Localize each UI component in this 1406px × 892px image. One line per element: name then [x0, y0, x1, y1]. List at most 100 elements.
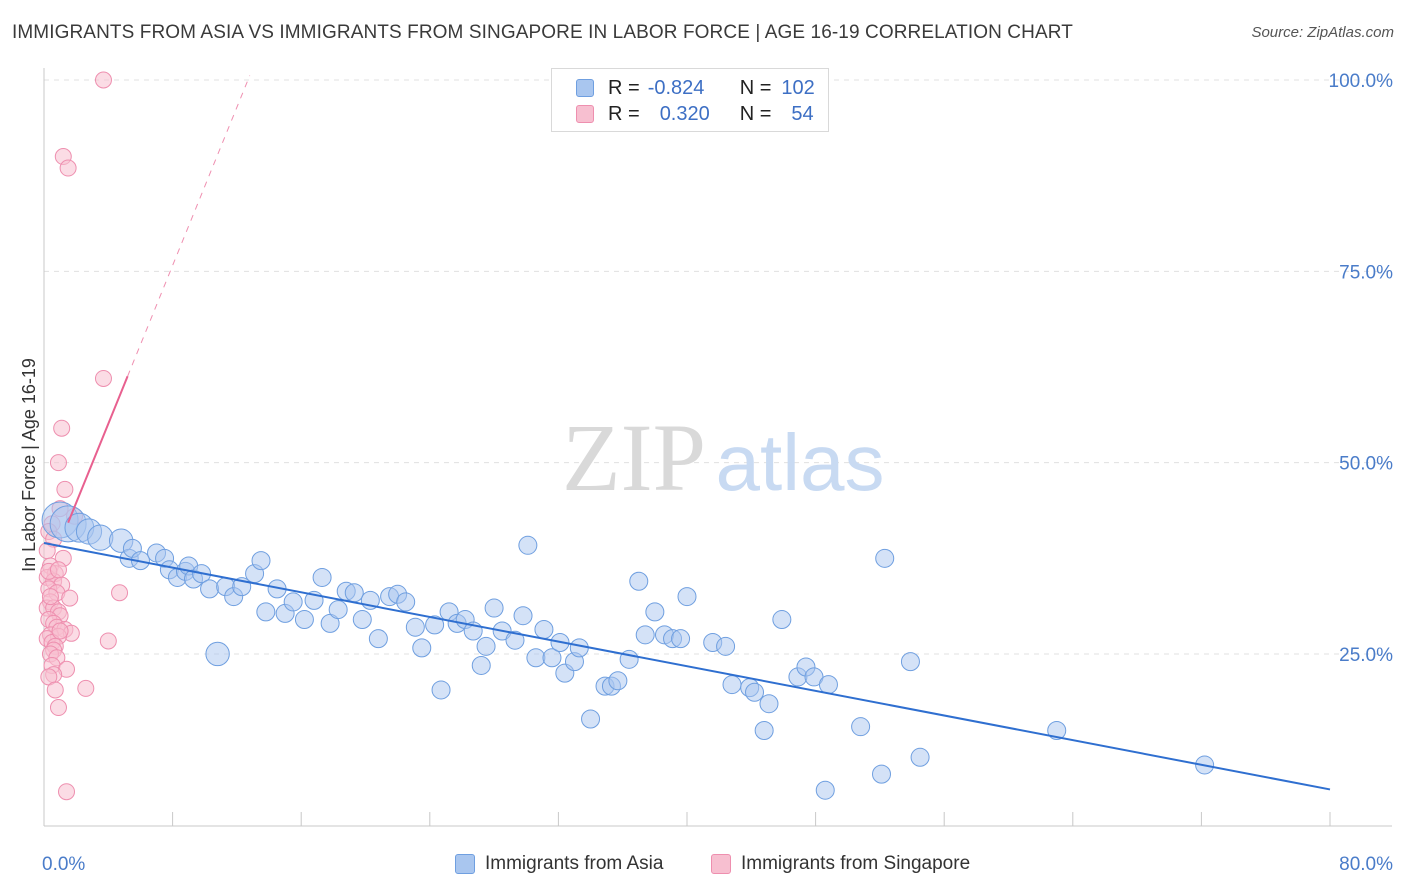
asia-point-91 — [900, 652, 920, 672]
singapore-point-46 — [77, 679, 95, 697]
singapore-point-5 — [49, 454, 67, 472]
x-tick-label-1: 80.0% — [1339, 854, 1393, 875]
asia-point-68 — [629, 571, 649, 591]
legend-row-singapore: R = 0.320 N = 54 — [576, 102, 814, 126]
asia-point-66 — [608, 671, 628, 691]
singapore-point-4 — [53, 419, 71, 437]
asia-point-93 — [1047, 721, 1067, 741]
asia-point-53 — [505, 630, 525, 650]
asia-point-50 — [476, 636, 496, 656]
asia-point-18 — [205, 641, 230, 667]
bottom-legend-singapore: Immigrants from Singapore — [711, 852, 970, 876]
asia-point-88 — [851, 717, 871, 737]
singapore-point-49 — [58, 783, 76, 801]
chart-source: Source: ZipAtlas.com — [1251, 24, 1394, 41]
asia-r-value: -0.824 — [647, 76, 705, 99]
singapore-n-label: N = — [739, 102, 772, 125]
asia-trendline — [43, 542, 1331, 791]
asia-swatch — [576, 79, 594, 97]
singapore-trendline-dashed — [127, 75, 251, 377]
singapore-swatch — [576, 105, 594, 123]
asia-point-27 — [283, 592, 303, 612]
correlation-legend: R = -0.824 N = 102 R = 0.320 N = 54 — [551, 68, 829, 132]
asia-point-41 — [405, 617, 425, 637]
singapore-r-value: 0.320 — [659, 102, 710, 125]
watermark-atlas: atlas — [716, 418, 885, 507]
asia-r-label: R = — [608, 76, 640, 99]
asia-point-81 — [759, 694, 779, 714]
y-tick-label-1: 50.0% — [1339, 454, 1393, 475]
asia-point-24 — [256, 602, 276, 622]
asia-point-42 — [412, 638, 432, 658]
legend-row-asia: R = -0.824 N = 102 — [576, 76, 815, 100]
asia-point-32 — [328, 600, 348, 620]
bottom-legend-asia: Immigrants from Asia — [455, 852, 663, 876]
asia-point-56 — [526, 648, 546, 668]
bottom-legend-asia-label: Immigrants from Asia — [485, 853, 664, 874]
asia-point-87 — [815, 780, 835, 800]
asia-point-4 — [87, 524, 114, 551]
asia-n-value: 102 — [781, 76, 815, 99]
asia-point-44 — [431, 680, 451, 700]
singapore-point-51 — [49, 561, 67, 579]
asia-point-80 — [754, 721, 774, 741]
asia-point-35 — [352, 610, 372, 630]
watermark-zip: ZIP — [562, 404, 706, 511]
singapore-point-2 — [59, 159, 77, 177]
asia-point-76 — [716, 636, 736, 656]
asia-point-58 — [542, 648, 562, 668]
axes-layer — [43, 68, 1392, 827]
chart-title: IMMIGRANTS FROM ASIA VS IMMIGRANTS FROM … — [12, 22, 1073, 43]
bottom-legend-singapore-label: Immigrants from Singapore — [741, 853, 971, 874]
trendlines — [43, 75, 1331, 791]
singapore-point-21 — [111, 584, 129, 602]
asia-point-57 — [534, 619, 554, 639]
singapore-point-3 — [94, 369, 112, 387]
singapore-point-0 — [94, 71, 112, 89]
asia-point-92 — [910, 747, 930, 767]
asia-point-74 — [677, 587, 697, 607]
asia-point-30 — [312, 567, 332, 587]
asia-point-86 — [818, 675, 838, 695]
singapore-point-22 — [61, 589, 79, 607]
asia-point-90 — [875, 548, 895, 568]
asia-point-79 — [745, 682, 765, 702]
asia-point-28 — [294, 610, 314, 630]
singapore-point-47 — [46, 681, 64, 699]
singapore-point-38 — [99, 632, 117, 650]
asia-point-69 — [635, 625, 655, 645]
singapore-r-label: R = — [608, 102, 640, 125]
asia-point-51 — [484, 598, 504, 618]
x-tick-label-0: 0.0% — [42, 854, 85, 875]
bottom-legend-singapore-swatch — [711, 854, 731, 874]
asia-point-63 — [581, 709, 601, 729]
y-axis-label: In Labor Force | Age 16-19 — [19, 358, 39, 572]
asia-point-40 — [396, 592, 416, 612]
singapore-point-53 — [51, 622, 69, 640]
asia-point-89 — [872, 764, 892, 784]
asia-point-73 — [671, 629, 691, 649]
singapore-point-48 — [49, 699, 67, 717]
asia-point-82 — [772, 610, 792, 630]
x-tick-labels: 0.0% 80.0% — [42, 854, 1393, 875]
asia-point-62 — [569, 638, 589, 658]
asia-point-37 — [368, 629, 388, 649]
singapore-points — [38, 71, 129, 801]
singapore-point-6 — [56, 480, 74, 498]
singapore-trendline — [67, 375, 129, 524]
singapore-n-value: 54 — [791, 102, 814, 125]
asia-points — [41, 501, 1215, 800]
asia-point-34 — [344, 583, 364, 603]
asia-point-70 — [645, 602, 665, 622]
asia-point-43 — [425, 615, 445, 635]
asia-n-label: N = — [739, 76, 772, 99]
singapore-point-52 — [41, 588, 59, 606]
y-tick-label-2: 75.0% — [1339, 262, 1393, 283]
asia-point-55 — [518, 535, 538, 555]
asia-point-49 — [471, 655, 491, 675]
grid-layer — [44, 79, 1392, 655]
asia-point-77 — [722, 675, 742, 695]
asia-point-54 — [513, 606, 533, 626]
asia-point-23 — [251, 551, 271, 571]
